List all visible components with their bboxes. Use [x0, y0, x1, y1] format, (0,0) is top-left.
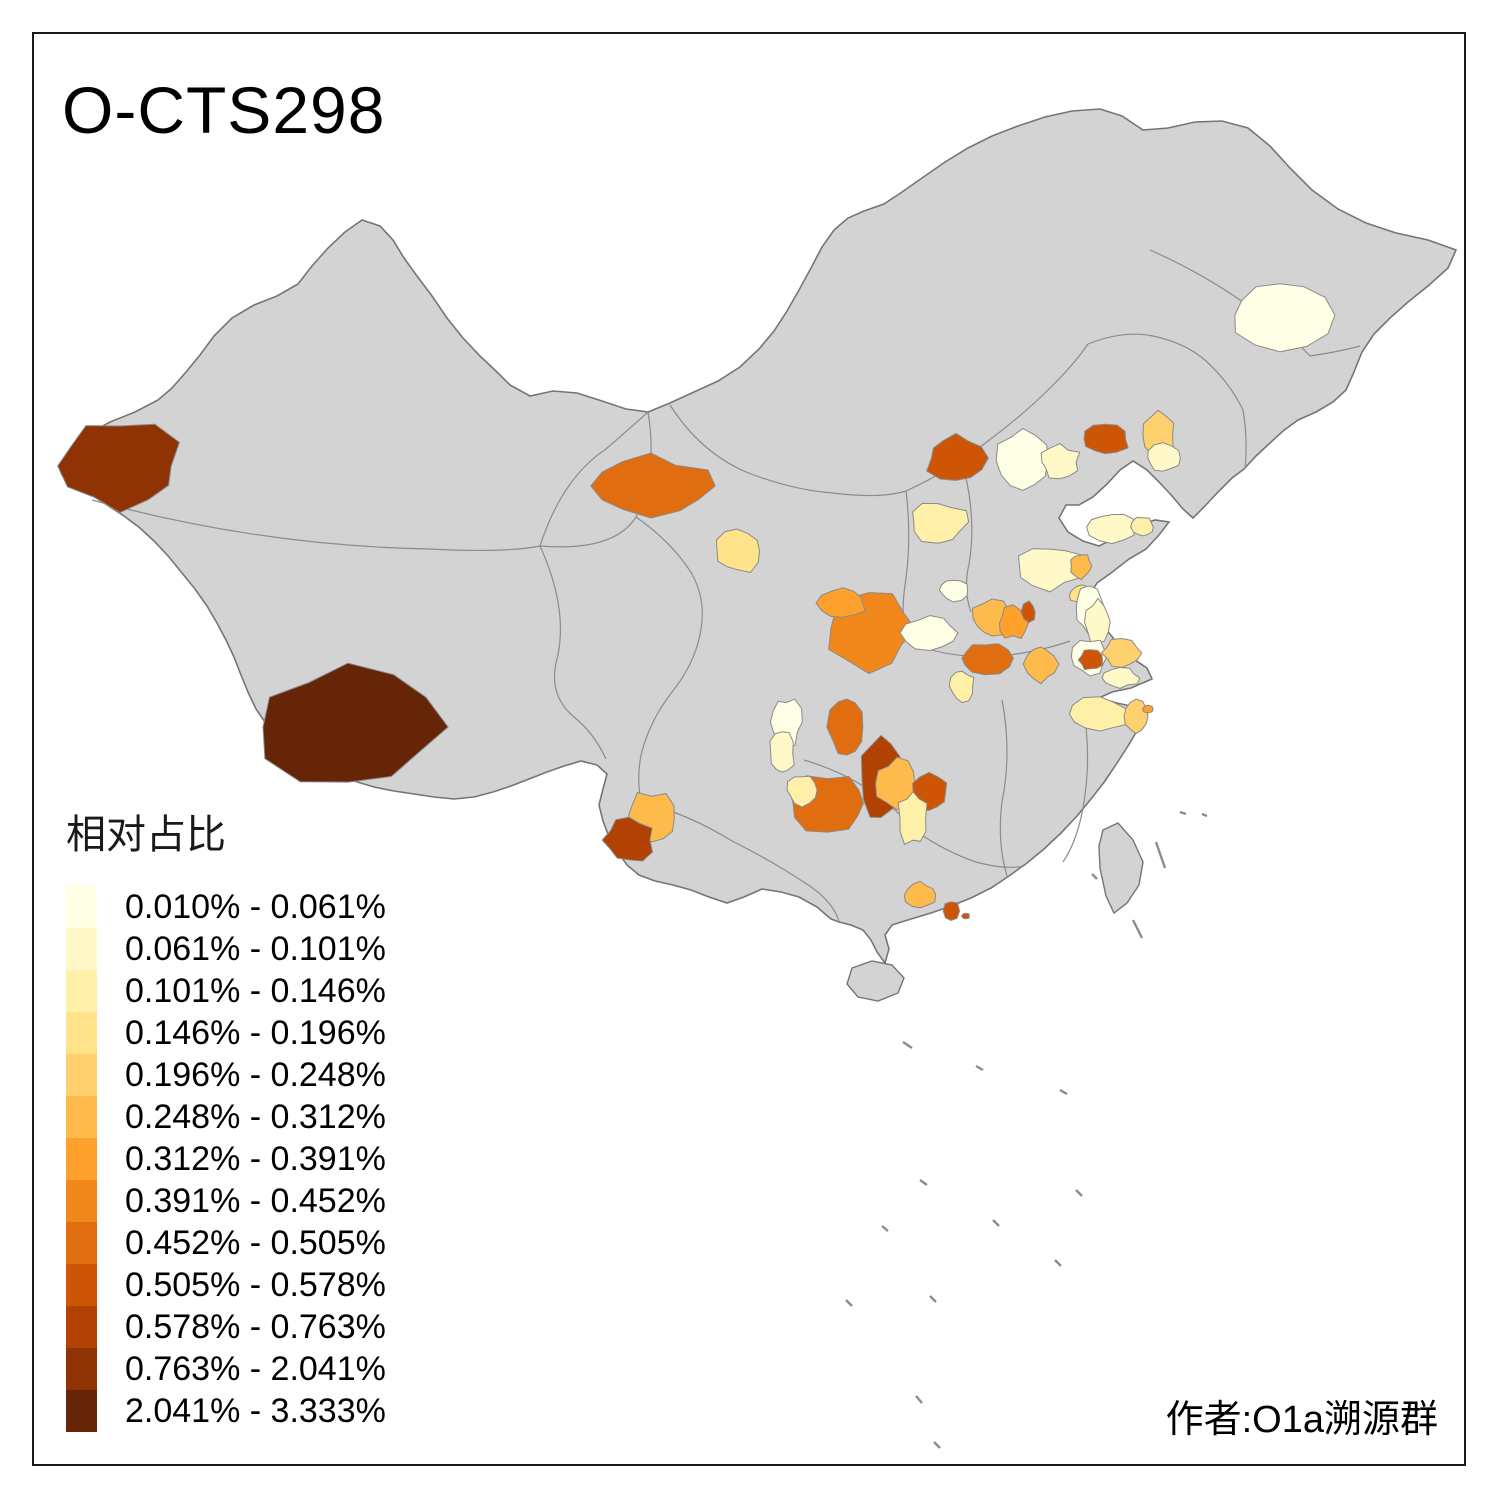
legend-rows: 0.010% - 0.061% 0.061% - 0.101% 0.101% - 0… — [66, 886, 386, 1432]
map-region-hubei-shiyan — [948, 670, 975, 704]
page-title: O-CTS298 — [62, 73, 386, 147]
legend-row: 0.101% - 0.146% — [66, 970, 386, 1012]
legend-row: 0.061% - 0.101% — [66, 928, 386, 970]
legend-swatch — [66, 1180, 97, 1222]
legend-label: 0.196% - 0.248% — [125, 1055, 386, 1094]
legend-label: 0.010% - 0.061% — [125, 887, 386, 926]
map-region-heilongjiang-suihua — [1234, 283, 1336, 353]
legend-row: 0.578% - 0.763% — [66, 1306, 386, 1348]
legend-row: 0.763% - 2.041% — [66, 1348, 386, 1390]
legend-swatch — [66, 1390, 97, 1432]
map-region-shandong-south — [1017, 548, 1088, 593]
map-region-guangdong-zhuhai — [960, 912, 970, 920]
map-region-jiangsu-huaian — [1083, 597, 1111, 644]
map-region-guangxi-wuzhou — [903, 880, 937, 909]
legend-swatch — [66, 1222, 97, 1264]
map-region-shanxi-west — [912, 502, 970, 544]
map-region-gansu-hexi — [590, 452, 716, 519]
legend-swatch — [66, 1096, 97, 1138]
legend-swatch — [66, 1054, 97, 1096]
legend-label: 0.146% - 0.196% — [125, 1013, 386, 1052]
map-region-hubei-xiangyang — [961, 643, 1014, 676]
legend-label: 0.061% - 0.101% — [125, 929, 386, 968]
legend-swatch — [66, 970, 97, 1012]
legend-label: 0.312% - 0.391% — [125, 1139, 386, 1178]
legend-row: 0.196% - 0.248% — [66, 1054, 386, 1096]
legend-swatch — [66, 1138, 97, 1180]
map-region-tibet-south — [262, 662, 449, 783]
map-region-tianjin-east — [1040, 443, 1081, 480]
map-region-liaoning-south — [1147, 442, 1181, 472]
map-region-guizhou-southeast — [897, 790, 928, 846]
map-region-zhejiang-hangzhou — [1068, 696, 1135, 732]
map-region-sichuan-south — [769, 731, 795, 773]
legend-label: 0.248% - 0.312% — [125, 1097, 386, 1136]
hainan-island — [846, 960, 905, 1002]
legend-swatch — [66, 886, 97, 928]
legend-row: 0.452% - 0.505% — [66, 1222, 386, 1264]
map-region-liaoning-west — [1083, 423, 1129, 455]
legend-label: 0.452% - 0.505% — [125, 1223, 386, 1262]
legend: 相对占比 0.010% - 0.061% 0.061% - 0.101% 0.101… — [66, 802, 386, 1432]
map-region-jiangsu-yangzhou — [1077, 649, 1103, 671]
legend-label: 2.041% - 3.333% — [125, 1391, 386, 1430]
legend-swatch — [66, 1012, 97, 1054]
legend-label: 0.505% - 0.578% — [125, 1265, 386, 1304]
map-region-xinjiang-kashgar — [57, 423, 180, 514]
map-region-shaanxi-baoji — [815, 587, 866, 618]
legend-row: 2.041% - 3.333% — [66, 1390, 386, 1432]
map-region-anhui-chuzhou — [1022, 646, 1060, 685]
map-region-zhejiang-zhoushan — [1141, 704, 1154, 714]
map-region-henan-west — [938, 579, 969, 603]
map-region-jiangsu-northwest — [1020, 600, 1036, 623]
legend-label: 0.763% - 2.041% — [125, 1349, 386, 1388]
legend-row: 0.248% - 0.312% — [66, 1096, 386, 1138]
map-region-jiangsu-yancheng — [1100, 637, 1143, 669]
legend-row: 0.010% - 0.061% — [66, 886, 386, 928]
legend-swatch — [66, 1264, 97, 1306]
map-region-shandong-qingdao — [1070, 554, 1093, 581]
legend-swatch — [66, 928, 97, 970]
legend-row: 0.312% - 0.391% — [66, 1138, 386, 1180]
map-region-hebei-north — [926, 432, 989, 481]
legend-row: 0.391% - 0.452% — [66, 1180, 386, 1222]
legend-swatch — [66, 1306, 97, 1348]
map-region-henan-nanyang — [899, 614, 959, 652]
map-region-guizhou-liupanshui — [786, 775, 818, 808]
map-region-shandong-weihai — [1130, 516, 1154, 537]
map-region-beijing — [995, 428, 1048, 491]
map-region-jiangsu-nantong — [1101, 666, 1141, 689]
legend-swatch — [66, 1348, 97, 1390]
map-region-guangdong-jiangmen — [942, 901, 961, 921]
legend-row: 0.146% - 0.196% — [66, 1012, 386, 1054]
author-credit: 作者:O1a溯源群 — [1165, 1399, 1438, 1441]
legend-row: 0.505% - 0.578% — [66, 1264, 386, 1306]
choropleth-regions — [57, 283, 1336, 921]
sea-dashes — [845, 810, 1208, 1449]
legend-title: 相对占比 — [66, 813, 226, 857]
map-region-zhejiang-ningbo — [1123, 698, 1149, 735]
legend-label: 0.391% - 0.452% — [125, 1181, 386, 1220]
legend-label: 0.578% - 0.763% — [125, 1307, 386, 1346]
map-region-ningxia-zhongwei — [715, 528, 761, 574]
map-region-yunnan-baoshan — [601, 816, 654, 862]
legend-label: 0.101% - 0.146% — [125, 971, 386, 1010]
map-region-sichuan-dazhou — [826, 698, 864, 756]
map-region-shandong-yantai — [1086, 513, 1135, 545]
taiwan-island — [1098, 822, 1144, 915]
